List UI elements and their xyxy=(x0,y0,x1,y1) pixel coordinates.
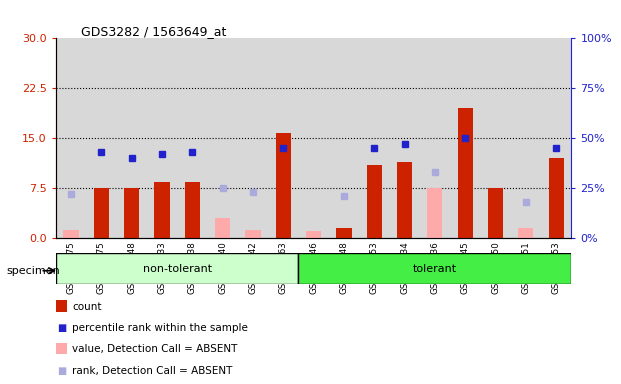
Bar xyxy=(117,38,147,238)
Bar xyxy=(238,38,268,238)
Bar xyxy=(481,38,510,238)
Bar xyxy=(56,253,299,284)
Bar xyxy=(389,38,420,238)
Bar xyxy=(215,218,230,238)
Bar xyxy=(427,188,442,238)
Bar xyxy=(245,230,261,238)
Text: non-tolerant: non-tolerant xyxy=(143,264,212,274)
Bar xyxy=(488,188,503,238)
Bar xyxy=(420,38,450,238)
Text: percentile rank within the sample: percentile rank within the sample xyxy=(72,323,248,333)
Bar xyxy=(359,38,389,238)
Bar xyxy=(147,38,177,238)
Text: GDS3282 / 1563649_at: GDS3282 / 1563649_at xyxy=(81,25,226,38)
Bar xyxy=(510,38,541,238)
Bar xyxy=(276,133,291,238)
Bar xyxy=(329,38,359,238)
Text: ■: ■ xyxy=(57,366,66,376)
Text: ■: ■ xyxy=(57,323,66,333)
Text: rank, Detection Call = ABSENT: rank, Detection Call = ABSENT xyxy=(72,366,232,376)
Bar xyxy=(541,38,571,238)
Text: count: count xyxy=(72,302,102,312)
Bar xyxy=(299,38,329,238)
Bar xyxy=(94,188,109,238)
Bar xyxy=(124,188,139,238)
Bar xyxy=(155,182,170,238)
Bar xyxy=(268,38,299,238)
Bar xyxy=(185,182,200,238)
Bar xyxy=(306,232,321,238)
Bar xyxy=(299,253,571,284)
Text: value, Detection Call = ABSENT: value, Detection Call = ABSENT xyxy=(72,344,237,354)
Text: tolerant: tolerant xyxy=(413,264,457,274)
Bar xyxy=(450,38,481,238)
Bar xyxy=(337,228,351,238)
Bar xyxy=(86,38,117,238)
Bar xyxy=(56,38,86,238)
Bar xyxy=(397,162,412,238)
Bar xyxy=(519,228,533,238)
Bar xyxy=(548,158,564,238)
Bar xyxy=(63,230,79,238)
Bar xyxy=(177,38,207,238)
Bar xyxy=(458,108,473,238)
Text: specimen: specimen xyxy=(6,266,60,276)
Bar xyxy=(207,38,238,238)
Bar xyxy=(366,165,382,238)
